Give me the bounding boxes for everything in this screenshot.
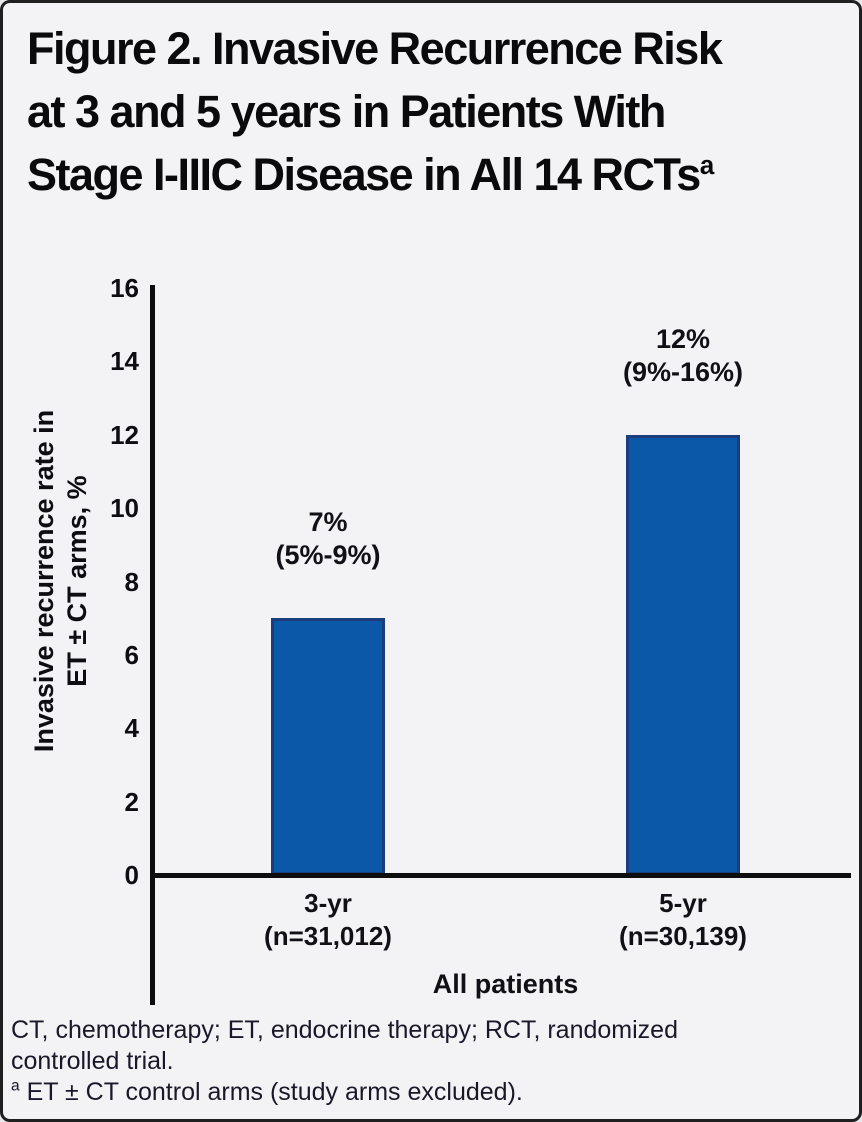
y-tick-label: 8 [124, 566, 139, 597]
superscript-note: a ET ± CT control arms (study arms exclu… [11, 1077, 523, 1106]
y-axis-title-line-1: Invasive recurrence rate in [29, 409, 59, 753]
bar [626, 434, 740, 875]
figure-title: Figure 2. Invasive Recurrence Risk at 3 … [27, 17, 843, 206]
y-tick-label: 16 [110, 273, 139, 303]
figure-title-line-3: Stage I-IIIC Disease in All 14 RCTsa [27, 149, 715, 200]
x-category-name: 5-yr [659, 888, 707, 918]
figure-title-line-2: at 3 and 5 years in Patients With [27, 86, 666, 137]
y-tick-label: 14 [110, 346, 139, 377]
bar-value-label: 12% (9%-16%) [553, 323, 813, 389]
title-superscript: a [699, 150, 715, 180]
bar-value-text: 7% [308, 507, 348, 538]
abbreviation-note-line-1: CT, chemotherapy; ET, endocrine therapy;… [11, 1016, 678, 1044]
figure-title-line-1: Figure 2. Invasive Recurrence Risk [27, 23, 723, 74]
y-tick-label: 0 [124, 860, 139, 890]
footnotes: CT, chemotherapy; ET, endocrine therapy;… [11, 1015, 851, 1108]
bar-ci-text: (5%-9%) [275, 540, 381, 571]
y-tick-label: 10 [110, 493, 139, 524]
x-category-label: 3-yr (n=31,012) [198, 887, 458, 953]
bar-ci-text: (9%-16%) [622, 356, 744, 387]
x-axis-line [150, 873, 851, 878]
x-category-n: (n=30,139) [619, 921, 747, 951]
x-group-label: All patients [432, 969, 579, 999]
x-category-name: 3-yr [304, 888, 352, 918]
x-category-n: (n=31,012) [264, 921, 392, 951]
bar-chart: Invasive recurrence rate in ET ± CT arms… [3, 3, 859, 1119]
bar-value-text: 12% [655, 323, 711, 354]
x-category-label: 5-yr (n=30,139) [553, 887, 813, 953]
y-tick-label: 6 [124, 639, 139, 670]
bar-value-label: 7% (5%-9%) [198, 506, 458, 572]
y-tick-label: 12 [110, 419, 139, 450]
footnote-superscript: a [11, 1077, 20, 1095]
bar [271, 618, 385, 875]
y-tick-label: 4 [124, 713, 139, 744]
abbreviation-note-line-2: controlled trial. [11, 1047, 174, 1075]
y-tick-label: 2 [124, 786, 139, 817]
y-axis-line [150, 285, 155, 1005]
